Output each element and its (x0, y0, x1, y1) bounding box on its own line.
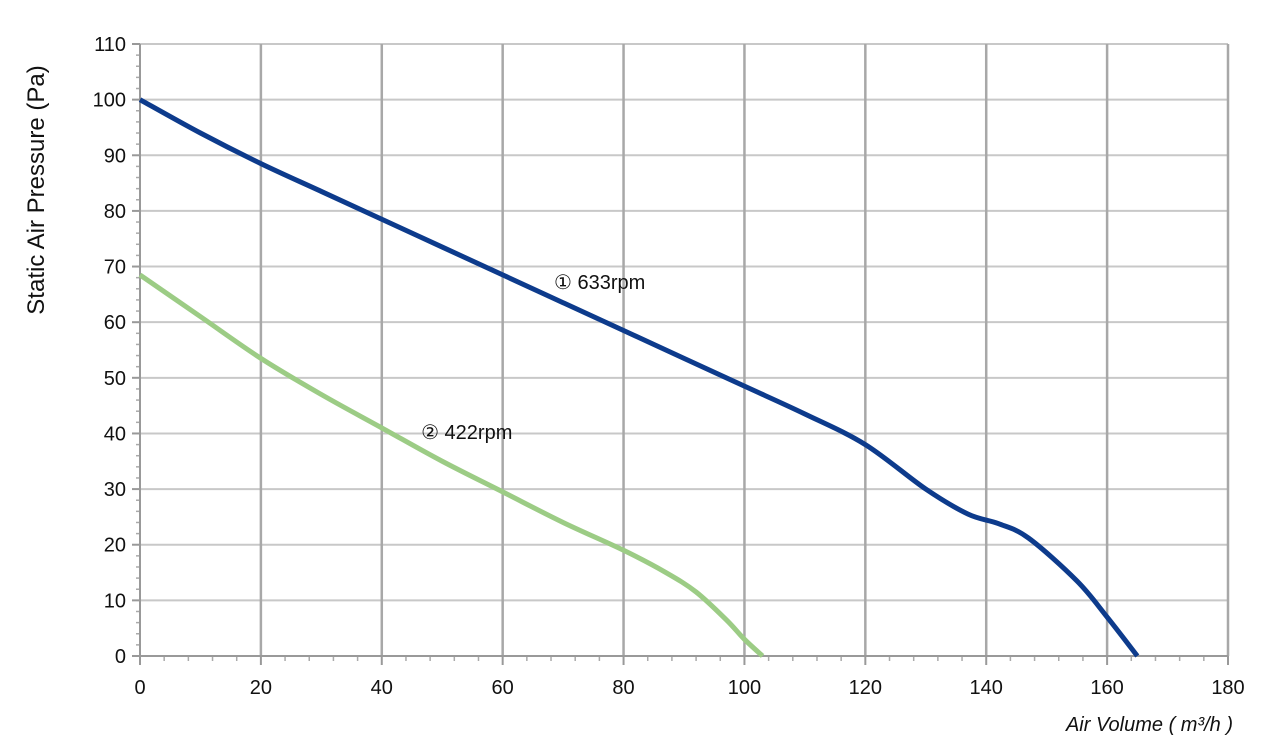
axes (132, 43, 1229, 665)
series-line-1 (138, 97, 1140, 658)
y-tick-label: 40 (104, 423, 126, 445)
y-tick-label: 50 (104, 368, 126, 390)
y-tick-label: 110 (94, 34, 126, 56)
x-tick-label: 140 (970, 677, 1003, 699)
y-tick-label: 20 (104, 535, 126, 557)
labels: 0 10 20 30 40 50 60 70 80 90 100 110 0 20 40 60 80 100 120… (93, 34, 1245, 699)
x-tick-label: 160 (1090, 677, 1123, 699)
x-tick-label: 0 (134, 677, 145, 699)
y-tick-label: 10 (104, 590, 126, 612)
y-axis-label: Static Air Pressure (Pa) (23, 65, 50, 314)
x-tick-label: 80 (612, 677, 634, 699)
y-tick-label: 30 (104, 479, 126, 501)
series (138, 97, 1140, 658)
x-tick-label: 20 (250, 677, 272, 699)
x-tick-label: 60 (492, 677, 514, 699)
grid (140, 43, 1230, 656)
x-tick-label: 40 (371, 677, 393, 699)
x-tick-label: 100 (728, 677, 761, 699)
series-label-2: ② 422rpm (421, 422, 512, 444)
x-tick-label: 180 (1211, 677, 1244, 699)
y-tick-label: 90 (104, 145, 126, 167)
y-tick-label: 100 (93, 90, 126, 112)
y-tick-label: 70 (104, 257, 126, 279)
y-tick-label: 80 (104, 201, 126, 223)
x-axis-label: Air Volume ( m³/h ) (1065, 714, 1233, 736)
series-label-1: ① 633rpm (554, 272, 645, 294)
x-tick-label: 120 (849, 677, 882, 699)
y-tick-label: 60 (104, 312, 126, 334)
series-line-2 (138, 272, 765, 658)
y-tick-label: 0 (115, 646, 126, 668)
